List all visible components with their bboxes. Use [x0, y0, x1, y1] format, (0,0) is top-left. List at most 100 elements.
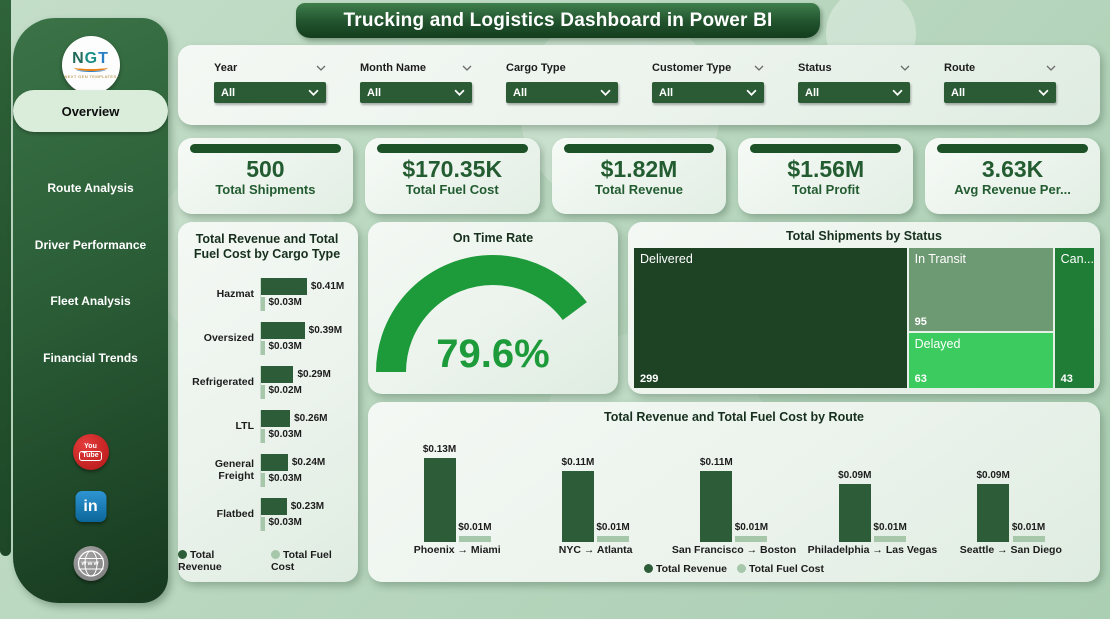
left-edge-strip [0, 0, 11, 556]
cargo-row-refrigerated: Refrigerated $0.29M $0.02M [182, 360, 352, 404]
category-label: NYC → Atlanta [558, 544, 633, 556]
chevron-down-icon[interactable] [462, 65, 472, 71]
youtube-icon[interactable]: You Tube [72, 434, 109, 470]
filter-status: Status All [798, 60, 910, 125]
revenue-bar[interactable] [261, 277, 307, 295]
revenue-bar[interactable] [261, 497, 287, 515]
revenue-legend-dot [178, 550, 187, 559]
fuel-cost-bar[interactable] [261, 516, 265, 531]
cargo-row-oversized: Oversized $0.39M $0.03M [182, 316, 352, 360]
status-dropdown[interactable]: All [798, 82, 910, 103]
filter-label: Month Name [360, 62, 426, 74]
revenue-bar[interactable] [561, 470, 594, 542]
sidebar: NGT NEXT GEN TEMPLATES Overview Route An… [13, 18, 168, 603]
treemap-area: Delivered 299 In Transit 95 Delayed 63 C… [634, 248, 1094, 388]
category-label: Hazmat [216, 288, 254, 300]
fuel-cost-bar[interactable] [597, 535, 629, 542]
revenue-bar[interactable] [261, 453, 288, 471]
chart-title: On Time Rate [452, 231, 534, 245]
kpi-accent-bar [376, 144, 528, 153]
revenue-bar[interactable] [261, 409, 291, 427]
chevron-down-icon[interactable] [900, 65, 910, 71]
chevron-down-icon[interactable] [316, 65, 326, 71]
route-col-nyc-atlanta: $0.11M $0.01M [526, 430, 664, 542]
chevron-down-icon[interactable] [754, 65, 764, 71]
filter-month-name: Month Name All [360, 60, 472, 125]
shipments-by-status-treemap: Total Shipments by Status Delivered 299 … [628, 222, 1100, 394]
logo-subtext: NEXT GEN TEMPLATES [64, 73, 117, 79]
month-name-dropdown[interactable]: All [360, 82, 472, 103]
route-dropdown[interactable]: All [944, 82, 1056, 103]
website-globe-icon[interactable]: www [73, 546, 108, 581]
chevron-down-icon[interactable] [1046, 65, 1056, 71]
revenue-bar[interactable] [977, 483, 1010, 542]
fuel-cost-bar[interactable] [874, 535, 907, 542]
cargo-type-dropdown[interactable]: All [506, 82, 618, 103]
fuel-cost-bar[interactable] [261, 296, 265, 311]
kpi-total-fuel-cost: $170.35K Total Fuel Cost [364, 138, 540, 214]
category-label: Oversized [203, 332, 254, 344]
fuel-cost-bar[interactable] [261, 428, 265, 443]
category-label: Seattle → San Diego [959, 544, 1062, 556]
route-chart: Total Revenue and Total Fuel Cost by Rou… [368, 402, 1100, 582]
sidebar-item-route-analysis[interactable]: Route Analysis [47, 181, 134, 195]
cargo-row-general-freight: General Freight $0.24M $0.03M [182, 448, 352, 492]
chart-title: Total Shipments by Status [785, 229, 943, 243]
sidebar-item-financial-trends[interactable]: Financial Trends [43, 351, 138, 365]
fuel-cost-bar[interactable] [261, 384, 265, 399]
revenue-legend-dot [643, 564, 653, 573]
revenue-bar[interactable] [261, 365, 294, 383]
category-label: San Francisco → Boston [671, 544, 797, 556]
chevron-down-icon [600, 89, 611, 96]
fuel-cost-bar[interactable] [261, 340, 265, 355]
fuel-cost-bar[interactable] [458, 535, 491, 542]
kpi-accent-bar [190, 144, 341, 153]
customer-type-dropdown[interactable]: All [652, 82, 764, 103]
fuel-cost-bar[interactable] [1012, 535, 1045, 542]
filter-label: Year [214, 62, 238, 74]
treemap-tile-delayed[interactable]: Delayed 63 [908, 332, 1053, 388]
category-label: General Freight [214, 458, 254, 482]
category-label: Philadelphia → Las Vegas [807, 544, 938, 556]
route-col-philadelphia-lasvegas: $0.09M $0.01M [803, 430, 941, 542]
kpi-accent-bar [563, 144, 715, 153]
year-dropdown[interactable]: All [214, 82, 326, 103]
linkedin-icon[interactable]: in [75, 491, 106, 522]
filter-label: Cargo Type [506, 62, 566, 74]
fuel-cost-bar[interactable] [261, 472, 265, 487]
category-label: Refrigerated [192, 376, 254, 388]
title-banner: Trucking and Logistics Dashboard in Powe… [296, 3, 820, 38]
kpi-row: 500 Total Shipments $170.35K Total Fuel … [178, 138, 1100, 214]
filter-route: Route All [944, 60, 1056, 125]
fuel-legend-dot [736, 564, 746, 573]
route-plot: $0.13M $0.01M $0.11M $0.01M $0.11M $0.01… [388, 430, 1080, 542]
treemap-tile-delivered[interactable]: Delivered 299 [634, 248, 907, 388]
revenue-bar[interactable] [261, 321, 305, 339]
filter-label: Status [798, 62, 832, 74]
category-label: Flatbed [216, 508, 254, 520]
cargo-type-chart: Total Revenue and Total Fuel Cost by Car… [178, 222, 358, 582]
cargo-row-hazmat: Hazmat $0.41M $0.03M [182, 272, 352, 316]
kpi-total-profit: $1.56M Total Profit [738, 138, 914, 214]
filter-panel: Year All Month Name All Cargo Type All C… [178, 45, 1100, 125]
sidebar-item-overview[interactable]: Overview [13, 90, 168, 132]
kpi-total-shipments: 500 Total Shipments [178, 138, 353, 214]
cargo-row-ltl: LTL $0.26M $0.03M [182, 404, 352, 448]
cargo-row-flatbed: Flatbed $0.23M $0.03M [182, 492, 352, 536]
chevron-down-icon [892, 89, 903, 96]
route-categories: Phoenix → Miami NYC → Atlanta San Franci… [388, 544, 1080, 556]
revenue-bar[interactable] [423, 457, 456, 542]
revenue-bar[interactable] [700, 470, 733, 542]
sidebar-item-driver-performance[interactable]: Driver Performance [34, 238, 147, 252]
filter-label: Route [944, 62, 976, 74]
chevron-down-icon [454, 89, 465, 96]
treemap-tile-in-transit[interactable]: In Transit 95 [908, 248, 1053, 331]
on-time-rate-gauge: On Time Rate 79.6% [368, 222, 618, 394]
fuel-cost-bar[interactable] [735, 535, 768, 542]
route-col-phoenix-miami: $0.13M $0.01M [388, 430, 526, 542]
gauge-arc[interactable] [368, 222, 618, 394]
sidebar-item-fleet-analysis[interactable]: Fleet Analysis [50, 294, 131, 308]
kpi-accent-bar [937, 144, 1088, 153]
revenue-bar[interactable] [838, 483, 871, 542]
treemap-tile-cancelled[interactable]: Can... 43 [1054, 248, 1094, 388]
